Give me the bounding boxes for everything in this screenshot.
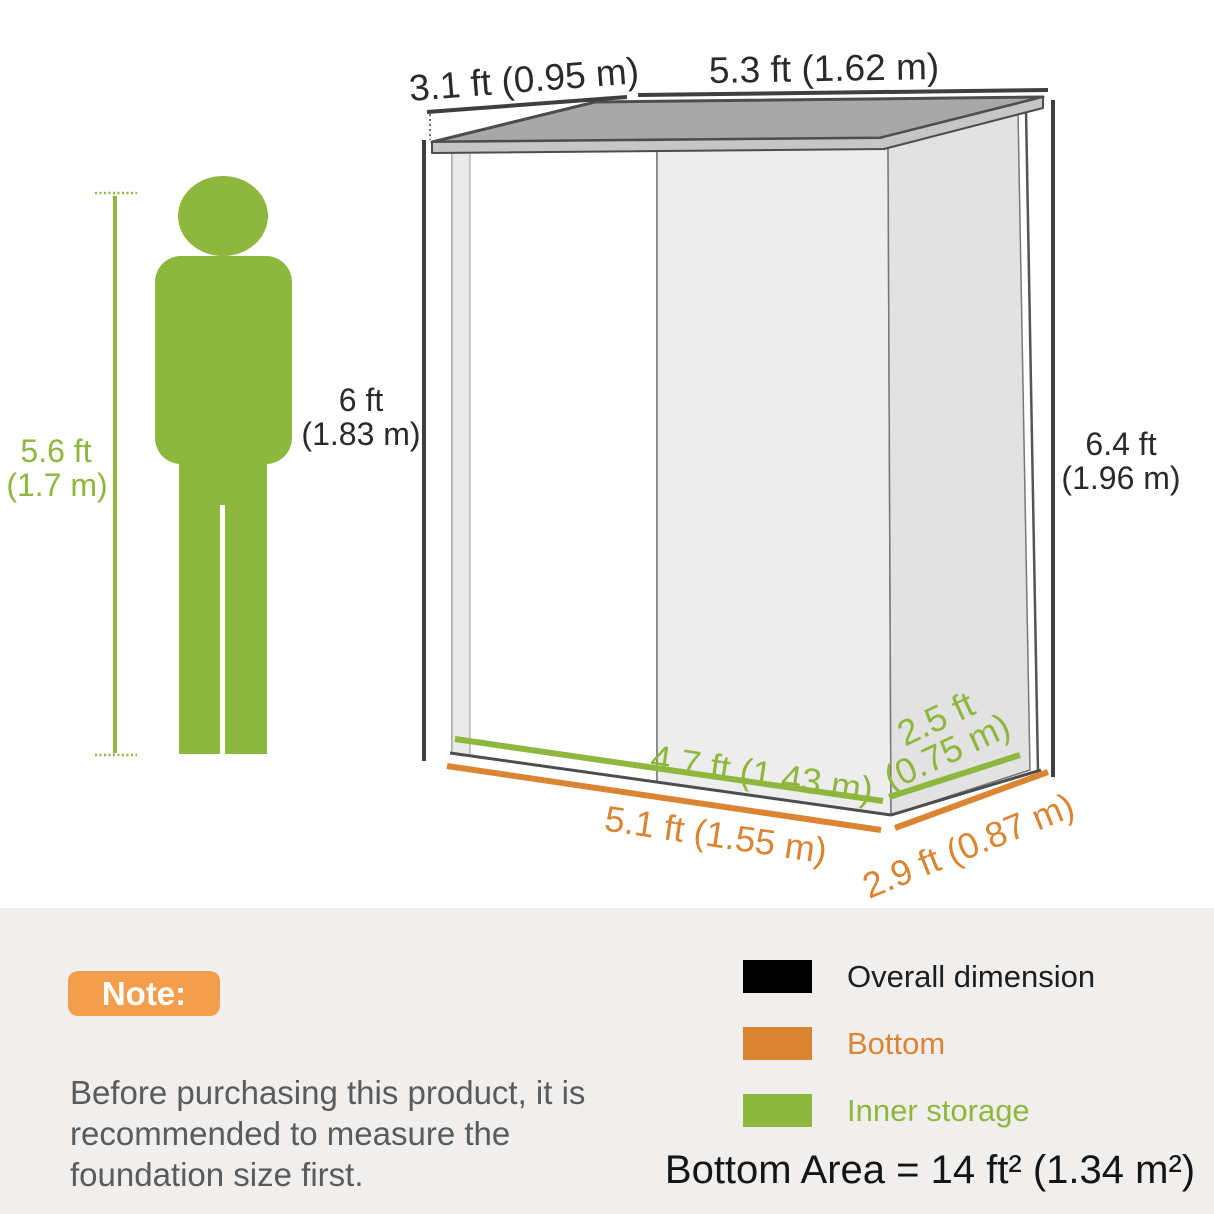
person-leg-gap: [220, 505, 225, 754]
inner-width-line: [454, 736, 884, 804]
bottom-swatch: [743, 1027, 812, 1060]
shed-front-right-panel: [656, 142, 892, 816]
person-height-dimension: 5.6 ft (1.7 m): [6, 191, 137, 757]
person-head: [178, 176, 268, 256]
note-body-text: Before purchasing this product, it is re…: [70, 1074, 586, 1193]
legend-label: Inner storage: [847, 1092, 1030, 1128]
back-height-label-m: (1.96 m): [1061, 460, 1180, 496]
bottom-depth-line: [893, 769, 1050, 831]
shed-roof: [430, 95, 1045, 154]
person-figure: [155, 176, 292, 754]
overall-dimension-swatch: [743, 960, 812, 993]
shed-front-door-panel: [451, 146, 658, 783]
back-height-label-ft: 6.4 ft: [1085, 426, 1156, 462]
bottom-dimension-lines: [446, 763, 1050, 833]
note-badge: Note:: [68, 971, 220, 1016]
bottom-width-label: 5.1 ft (1.55 m): [602, 798, 830, 872]
roof-width-dim-line: [637, 88, 1049, 97]
legend-row-overall-dimension: Overall dimension: [743, 958, 1096, 994]
person-torso: [155, 256, 292, 464]
inner-storage-swatch: [743, 1094, 812, 1127]
bottom-area-equation: Bottom Area = 14 ft² (1.34 m²): [664, 1148, 1196, 1192]
shed-bottom-outline: [449, 751, 1042, 817]
shed-back-right-edge: [1024, 109, 1040, 773]
shed-left-edge-strip: [451, 149, 471, 757]
front-height-label-ft: 6 ft: [339, 382, 384, 418]
roof-width-label: 5.3 ft (1.62 m): [708, 46, 939, 91]
legend-label: Bottom: [847, 1025, 946, 1061]
inner-depth-line: [888, 752, 1021, 800]
person-height-label-ft: 5.6 ft: [20, 433, 91, 469]
dimension-diagram: 5.6 ft (1.7 m): [6, 46, 1180, 906]
legend-row-bottom: Bottom: [743, 1025, 946, 1061]
front-height-label-m: (1.83 m): [301, 416, 420, 452]
shed-body: [449, 109, 1042, 817]
roof-edge-band: [431, 96, 1044, 154]
overall-dimension-lines: [422, 88, 1055, 777]
inner-storage-lines: [454, 736, 1021, 804]
bottom-width-line: [446, 763, 882, 833]
legend-label: Overall dimension: [847, 958, 1096, 994]
legend-row-inner-storage: Inner storage: [743, 1092, 1030, 1128]
person-height-label-m: (1.7 m): [6, 467, 107, 503]
note-section: Note: Before purchasing this product, it…: [0, 908, 1214, 1214]
roof-depth-dim-line: [426, 95, 628, 114]
note-badge-label: Note:: [101, 974, 187, 1012]
